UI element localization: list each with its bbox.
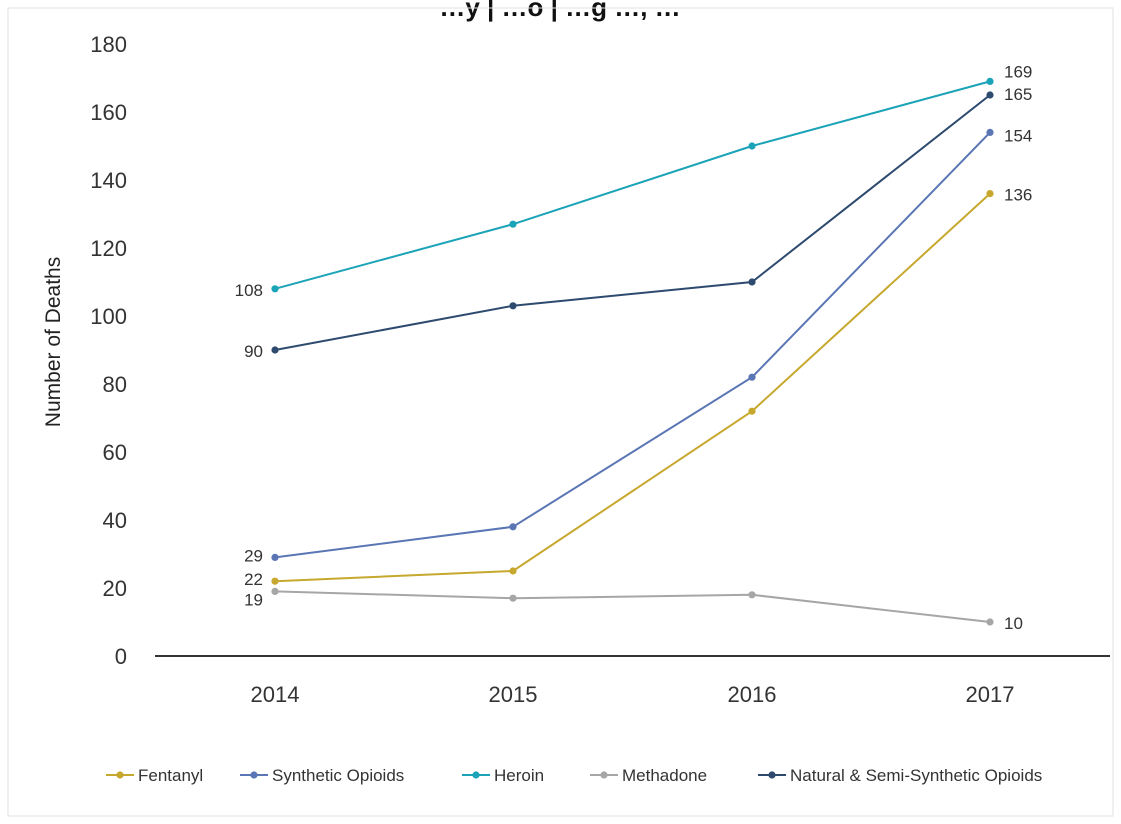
data-point [271,577,279,585]
data-label: 10 [1004,614,1023,633]
plot-frame [7,7,1114,817]
y-tick-label: 80 [103,372,127,397]
legend-marker [600,771,608,779]
legend-label: Synthetic Opioids [272,766,404,785]
data-point [509,302,517,310]
y-tick-label: 140 [90,168,127,193]
data-point [509,567,517,575]
legend-marker [472,771,480,779]
data-point [748,142,756,150]
chart-title: …y | …o | …g …, … [439,0,680,22]
legend-label: Heroin [494,766,544,785]
data-point [509,523,517,531]
series-line [274,192,991,583]
y-tick-label: 60 [103,440,127,465]
y-tick-label: 40 [103,508,127,533]
legend-item: Fentanyl [106,766,203,785]
x-tick-label: 2016 [728,682,777,707]
x-tick-label: 2017 [966,682,1015,707]
series-line [274,131,991,559]
series-natural-semi-synthetic-opioids [271,91,994,354]
data-point [509,220,517,228]
legend-item: Natural & Semi-Synthetic Opioids [758,766,1042,785]
data-point [986,91,994,99]
x-tick-label: 2014 [251,682,300,707]
data-point [986,77,994,85]
y-tick-label: 120 [90,236,127,261]
legend-marker [768,771,776,779]
data-point [986,128,994,136]
legend-item: Methadone [590,766,707,785]
series-line [274,80,991,290]
data-label: 165 [1004,85,1032,104]
data-label: 90 [244,342,263,361]
y-tick-label: 0 [115,644,127,669]
data-point [748,373,756,381]
legend-label: Methadone [622,766,707,785]
y-axis-label: Number of Deaths [42,257,65,427]
legend-item: Synthetic Opioids [240,766,404,785]
series-methadone [271,587,994,626]
legend-marker [250,771,258,779]
data-label: 108 [235,281,263,300]
data-point [986,618,994,626]
data-point [748,278,756,286]
legend-label: Natural & Semi-Synthetic Opioids [790,766,1042,785]
data-label: 154 [1004,126,1032,145]
data-point [271,587,279,596]
data-point [986,190,994,198]
data-point [748,407,756,415]
y-tick-label: 160 [90,100,127,125]
data-label: 19 [244,590,263,609]
y-tick-label: 20 [103,576,127,601]
data-label: 169 [1004,62,1032,81]
data-label: 29 [244,546,263,565]
legend-marker [116,771,124,779]
series-heroin [271,77,994,293]
legend-label: Fentanyl [138,766,203,785]
series-synthetic-opioids [271,128,994,562]
data-point [271,285,279,293]
data-point [748,591,756,599]
series-line [274,94,991,351]
legend-item: Heroin [462,766,544,785]
series-line [274,590,991,623]
x-tick-label: 2015 [489,682,538,707]
data-point [271,346,279,354]
y-tick-label: 180 [90,32,127,57]
data-label: 22 [244,570,263,589]
data-label: 136 [1004,186,1032,205]
y-tick-label: 100 [90,304,127,329]
data-point [509,594,517,602]
data-point [271,553,279,562]
series-fentanyl [271,190,994,585]
